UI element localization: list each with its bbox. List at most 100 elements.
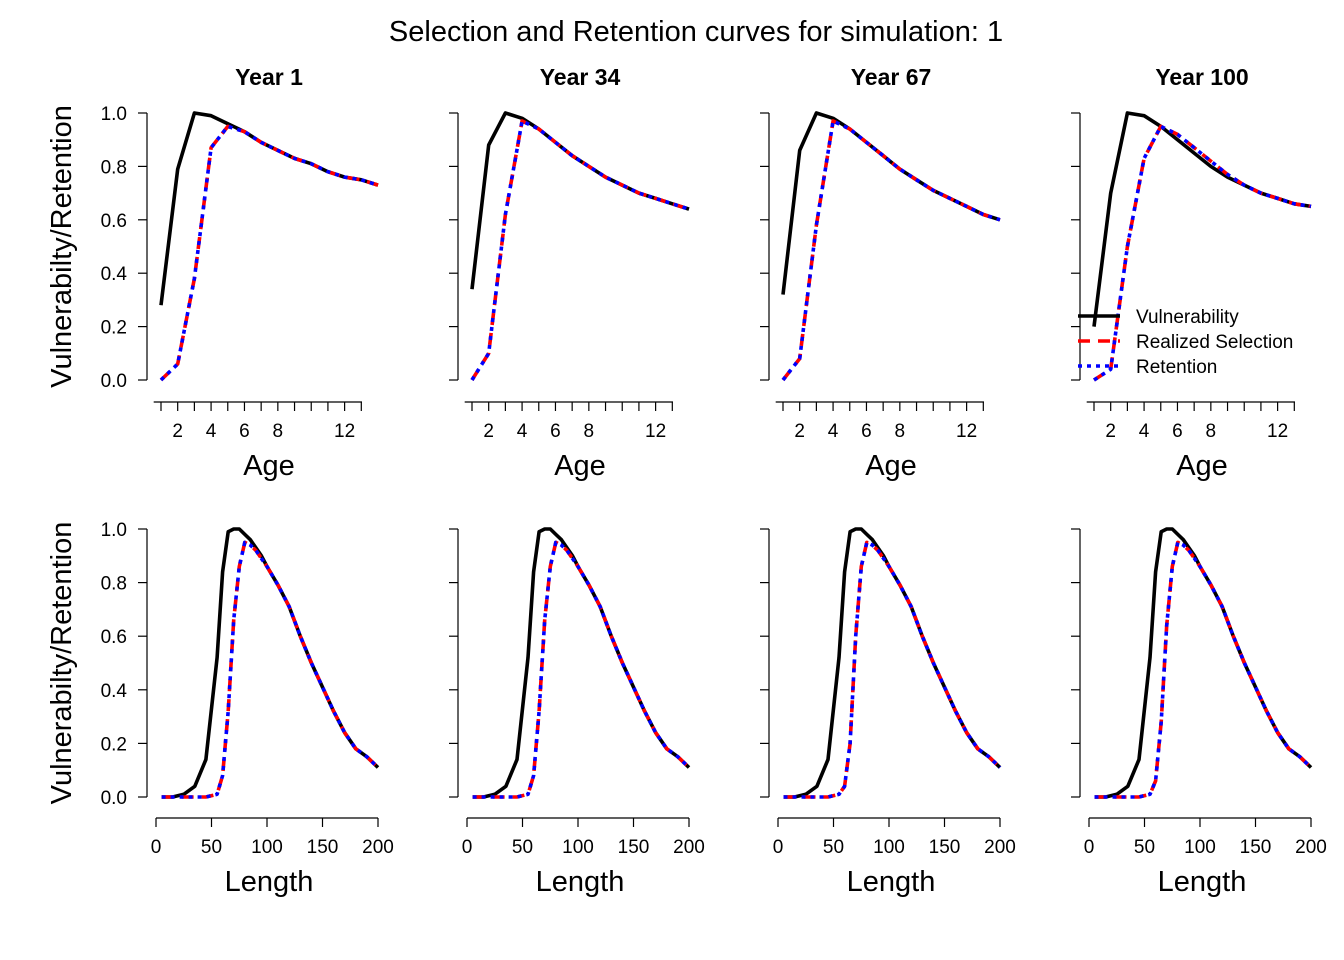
series-line-realized-selection bbox=[161, 540, 380, 799]
x-tick-label: 150 bbox=[1240, 837, 1272, 858]
x-tick-label: 12 bbox=[956, 421, 977, 442]
y-tick-label: 0.4 bbox=[101, 264, 128, 285]
series-line-realized-selection bbox=[1094, 540, 1313, 799]
panel-length-4: 0 50 100 150 200 Length bbox=[1071, 527, 1327, 898]
series-line-realized-selection bbox=[781, 119, 1001, 382]
x-tick-label: 2 bbox=[483, 421, 494, 442]
x-tick-label: 100 bbox=[251, 837, 283, 858]
x-tick-label: 100 bbox=[562, 837, 594, 858]
x-tick-label: 0 bbox=[1084, 837, 1095, 858]
x-tick-label: 2 bbox=[794, 421, 805, 442]
x-tick-label: 4 bbox=[828, 421, 839, 442]
x-tick-label: 50 bbox=[512, 837, 533, 858]
legend: Vulnerability Realized Selection Retention bbox=[1078, 307, 1293, 378]
series-line-realized-selection bbox=[472, 540, 691, 799]
series-line-realized-selection bbox=[159, 124, 379, 382]
x-tick-label: 150 bbox=[307, 837, 339, 858]
series-line-vulnerability bbox=[781, 111, 1001, 295]
x-tick-label: 4 bbox=[517, 421, 528, 442]
main-title: Selection and Retention curves for simul… bbox=[388, 16, 1004, 48]
x-tick-label: 50 bbox=[201, 837, 222, 858]
series-line-retention bbox=[470, 119, 690, 381]
panel-title: Year 100 bbox=[1155, 64, 1248, 90]
panel-length-3: 0 50 100 150 200 Length bbox=[760, 527, 1016, 898]
series-line-retention bbox=[1094, 540, 1313, 799]
panel-age-4: Year 100 2 4 6 8 12 Age bbox=[1071, 64, 1312, 482]
x-tick-label: 8 bbox=[1206, 421, 1217, 442]
series-line-vulnerability bbox=[159, 111, 379, 306]
panel-age-3: Year 67 2 4 6 8 12 Age bbox=[760, 64, 1001, 482]
x-tick-label: 0 bbox=[773, 837, 784, 858]
y-axis-label: Vulnerabilty/Retention bbox=[46, 522, 78, 805]
panel-title: Year 67 bbox=[851, 64, 932, 90]
x-tick-label: 6 bbox=[550, 421, 561, 442]
x-tick-label: 12 bbox=[645, 421, 666, 442]
series-line-retention bbox=[1093, 124, 1312, 382]
x-tick-label: 8 bbox=[273, 421, 284, 442]
x-tick-label: 4 bbox=[206, 421, 217, 442]
x-tick-label: 50 bbox=[1134, 837, 1155, 858]
series-line-retention bbox=[159, 124, 379, 382]
x-tick-label: 200 bbox=[984, 837, 1016, 858]
series-line-retention bbox=[783, 540, 1002, 799]
x-axis-label: Age bbox=[865, 450, 917, 482]
x-tick-label: 100 bbox=[873, 837, 905, 858]
x-axis-label: Length bbox=[1158, 866, 1247, 898]
x-axis-label: Length bbox=[536, 866, 625, 898]
series-line-vulnerability bbox=[1092, 111, 1312, 327]
y-tick-label: 0.8 bbox=[101, 574, 127, 595]
x-tick-label: 0 bbox=[462, 837, 473, 858]
panel-age-2: Year 34 2 4 6 8 12 Age bbox=[449, 64, 690, 482]
series-line-retention bbox=[472, 540, 691, 799]
x-axis-label: Length bbox=[847, 866, 936, 898]
x-tick-label: 150 bbox=[618, 837, 650, 858]
x-axis-label: Length bbox=[225, 866, 314, 898]
x-tick-label: 6 bbox=[1172, 421, 1183, 442]
x-tick-label: 0 bbox=[151, 837, 162, 858]
y-tick-label: 0.0 bbox=[101, 371, 127, 392]
y-axis-label: Vulnerabilty/Retention bbox=[46, 105, 78, 388]
panel-age-1: Year 1 0.0 0.2 0.4 0.6 0.8 1.0 2 4 6 8 12 Age Vulnera… bbox=[46, 64, 379, 482]
legend-label-retention: Retention bbox=[1136, 357, 1217, 378]
series-line-retention bbox=[781, 119, 1001, 382]
legend-label-vulnerability: Vulnerability bbox=[1136, 307, 1239, 328]
x-axis-label: Age bbox=[243, 450, 295, 482]
y-tick-label: 1.0 bbox=[101, 520, 127, 541]
x-tick-label: 200 bbox=[362, 837, 394, 858]
x-tick-label: 8 bbox=[584, 421, 595, 442]
x-tick-label: 200 bbox=[673, 837, 705, 858]
x-tick-label: 150 bbox=[929, 837, 961, 858]
panel-length-1: 0.0 0.2 0.4 0.6 0.8 1.0 0 50 100 150 200 Length Vuln… bbox=[46, 520, 394, 898]
x-tick-label: 4 bbox=[1139, 421, 1150, 442]
x-tick-label: 6 bbox=[239, 421, 250, 442]
y-tick-label: 0.2 bbox=[101, 734, 127, 755]
x-axis-label: Age bbox=[554, 450, 606, 482]
y-tick-label: 0.2 bbox=[101, 318, 127, 339]
y-tick-label: 0.4 bbox=[101, 681, 128, 702]
series-line-vulnerability bbox=[470, 111, 690, 290]
series-line-retention bbox=[161, 540, 380, 799]
y-tick-label: 0.6 bbox=[101, 211, 127, 232]
x-tick-label: 12 bbox=[1267, 421, 1288, 442]
series-line-realized-selection bbox=[783, 540, 1002, 799]
x-tick-label: 100 bbox=[1184, 837, 1216, 858]
x-tick-label: 2 bbox=[172, 421, 183, 442]
x-tick-label: 50 bbox=[823, 837, 844, 858]
legend-label-realized-selection: Realized Selection bbox=[1136, 332, 1293, 353]
series-line-realized-selection bbox=[470, 119, 690, 381]
x-axis-label: Age bbox=[1176, 450, 1228, 482]
panel-length-2: 0 50 100 150 200 Length bbox=[449, 527, 705, 898]
panel-title: Year 34 bbox=[540, 64, 621, 90]
x-tick-label: 6 bbox=[861, 421, 872, 442]
y-tick-label: 0.6 bbox=[101, 627, 127, 648]
panel-title: Year 1 bbox=[235, 64, 303, 90]
x-tick-label: 8 bbox=[895, 421, 906, 442]
y-tick-label: 1.0 bbox=[101, 104, 127, 125]
x-tick-label: 12 bbox=[334, 421, 355, 442]
x-tick-label: 200 bbox=[1295, 837, 1327, 858]
y-tick-label: 0.8 bbox=[101, 157, 127, 178]
x-tick-label: 2 bbox=[1105, 421, 1116, 442]
y-tick-label: 0.0 bbox=[101, 788, 127, 809]
